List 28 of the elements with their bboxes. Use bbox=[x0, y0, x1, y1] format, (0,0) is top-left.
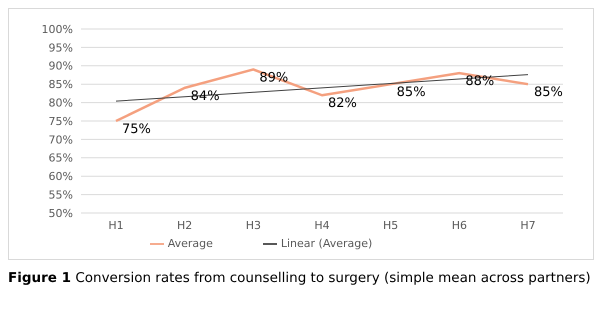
y-tick-label: 50% bbox=[48, 206, 73, 220]
x-tick-label: H7 bbox=[520, 218, 536, 232]
y-tick-label: 65% bbox=[48, 152, 73, 165]
y-tick-label: 55% bbox=[48, 188, 73, 202]
data-label: 88% bbox=[465, 74, 494, 90]
y-tick-label: 100% bbox=[42, 22, 73, 36]
y-tick-label: 75% bbox=[48, 114, 73, 128]
legend-label: Linear (Average) bbox=[280, 237, 372, 250]
y-tick-label: 70% bbox=[48, 133, 73, 146]
data-label: 89% bbox=[259, 70, 288, 86]
text: Figure 1 Conversion rates from counselling to surgery (simple mean across partners) bbox=[8, 270, 591, 286]
x-tick-label: H4 bbox=[314, 218, 330, 232]
data-label: 75% bbox=[122, 122, 151, 137]
legend-label: Average bbox=[168, 237, 213, 250]
y-tick-label: 80% bbox=[48, 96, 73, 110]
data-label: 85% bbox=[396, 85, 426, 100]
y-tick-label: 85% bbox=[48, 78, 73, 92]
x-tick-label: H2 bbox=[177, 218, 192, 232]
x-tick-label: H5 bbox=[383, 218, 398, 232]
line-series bbox=[114, 68, 530, 122]
x-tick-label: H1 bbox=[108, 218, 124, 232]
x-tick-label: H6 bbox=[452, 218, 467, 232]
x-tick-label: H3 bbox=[246, 218, 261, 232]
y-tick-label: 95% bbox=[48, 41, 73, 54]
data-label: 85% bbox=[534, 85, 563, 100]
y-tick-label: 60% bbox=[48, 170, 73, 184]
y-tick-label: 90% bbox=[48, 60, 73, 73]
data-label: 82% bbox=[328, 96, 357, 112]
